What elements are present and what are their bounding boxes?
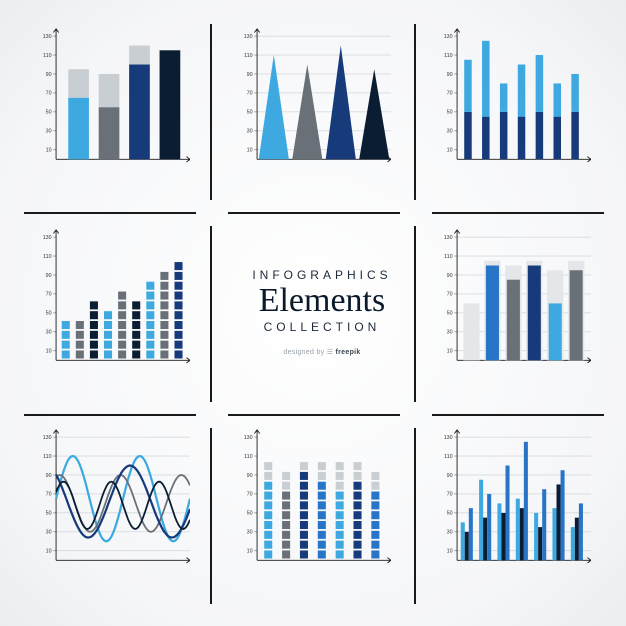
- svg-text:110: 110: [43, 53, 52, 59]
- divider-v: [414, 24, 416, 200]
- title-middle: Elements: [259, 284, 386, 318]
- svg-text:130: 130: [444, 34, 453, 40]
- chart-triangles: 10 30 50 70 90 110 130: [213, 12, 414, 213]
- divider-v: [210, 24, 212, 200]
- svg-text:110: 110: [444, 53, 453, 59]
- svg-text:90: 90: [447, 473, 453, 479]
- svg-text:10: 10: [246, 148, 252, 154]
- svg-text:10: 10: [447, 549, 453, 555]
- title-panel: INFOGRAPHICS Elements COLLECTION designe…: [213, 213, 414, 414]
- credit-brand: freepik: [336, 349, 361, 356]
- svg-text:130: 130: [243, 34, 252, 40]
- svg-text:70: 70: [46, 91, 52, 97]
- svg-text:90: 90: [246, 72, 252, 78]
- svg-text:110: 110: [244, 53, 253, 59]
- svg-text:130: 130: [43, 34, 52, 40]
- divider-h: [24, 414, 196, 416]
- divider-h: [24, 212, 196, 214]
- svg-text:110: 110: [43, 454, 52, 460]
- svg-text:50: 50: [46, 310, 52, 316]
- svg-text:70: 70: [447, 492, 453, 498]
- svg-text:10: 10: [46, 148, 52, 154]
- svg-text:50: 50: [447, 310, 453, 316]
- divider-v: [210, 226, 212, 402]
- svg-text:30: 30: [447, 129, 453, 135]
- svg-text:110: 110: [244, 454, 253, 460]
- svg-text:10: 10: [447, 348, 453, 354]
- svg-text:90: 90: [447, 72, 453, 78]
- svg-text:90: 90: [46, 272, 52, 278]
- svg-text:50: 50: [46, 110, 52, 116]
- svg-text:90: 90: [246, 473, 252, 479]
- svg-text:130: 130: [444, 235, 453, 241]
- credit-prefix: designed by: [283, 349, 324, 356]
- chart-waves: 10 30 50 70 90 110 130: [12, 413, 213, 614]
- svg-text:30: 30: [246, 530, 252, 536]
- svg-text:70: 70: [246, 492, 252, 498]
- divider-h: [432, 212, 604, 214]
- svg-text:70: 70: [46, 492, 52, 498]
- svg-text:30: 30: [447, 530, 453, 536]
- chart-dual-bar: 10 30 50 70 90 110 130: [413, 12, 614, 213]
- chart-grid: 10 30 50 70 90 110 130 10 30 50 70 90 110 130 10 30 50…: [0, 0, 626, 626]
- divider-h: [432, 414, 604, 416]
- svg-text:90: 90: [46, 473, 52, 479]
- svg-text:50: 50: [246, 511, 252, 517]
- credit-line: designed by ☰ freepik: [283, 348, 360, 356]
- svg-text:10: 10: [447, 148, 453, 154]
- svg-text:10: 10: [46, 348, 52, 354]
- svg-text:30: 30: [447, 329, 453, 335]
- svg-text:70: 70: [46, 291, 52, 297]
- svg-text:50: 50: [46, 511, 52, 517]
- divider-h: [228, 414, 400, 416]
- divider-v: [210, 428, 212, 604]
- svg-text:110: 110: [444, 454, 453, 460]
- svg-text:110: 110: [444, 253, 453, 259]
- svg-text:30: 30: [46, 530, 52, 536]
- svg-text:90: 90: [46, 72, 52, 78]
- svg-text:130: 130: [43, 435, 52, 441]
- chart-dot-bars-grey: 10 30 50 70 90 110 130: [213, 413, 414, 614]
- svg-text:50: 50: [447, 110, 453, 116]
- chart-clustered-bar: 10 30 50 70 90 110 130: [413, 413, 614, 614]
- svg-text:130: 130: [243, 435, 252, 441]
- svg-text:70: 70: [246, 91, 252, 97]
- divider-v: [414, 428, 416, 604]
- chart-overlap-bar: 10 30 50 70 90 110 130: [413, 213, 614, 414]
- svg-text:90: 90: [447, 272, 453, 278]
- svg-text:50: 50: [447, 511, 453, 517]
- svg-text:110: 110: [43, 253, 52, 259]
- title-top: INFOGRAPHICS: [252, 268, 391, 282]
- svg-text:130: 130: [43, 235, 52, 241]
- svg-text:30: 30: [246, 129, 252, 135]
- svg-text:70: 70: [447, 91, 453, 97]
- divider-h: [228, 212, 400, 214]
- svg-text:30: 30: [46, 129, 52, 135]
- title-bottom: COLLECTION: [264, 320, 381, 334]
- svg-text:10: 10: [46, 549, 52, 555]
- svg-text:130: 130: [444, 435, 453, 441]
- svg-text:30: 30: [46, 329, 52, 335]
- divider-v: [414, 226, 416, 402]
- svg-text:50: 50: [246, 110, 252, 116]
- svg-text:10: 10: [246, 549, 252, 555]
- svg-text:70: 70: [447, 291, 453, 297]
- chart-dot-columns: 10 30 50 70 90 110 130: [12, 213, 213, 414]
- chart-stacked-bar: 10 30 50 70 90 110 130: [12, 12, 213, 213]
